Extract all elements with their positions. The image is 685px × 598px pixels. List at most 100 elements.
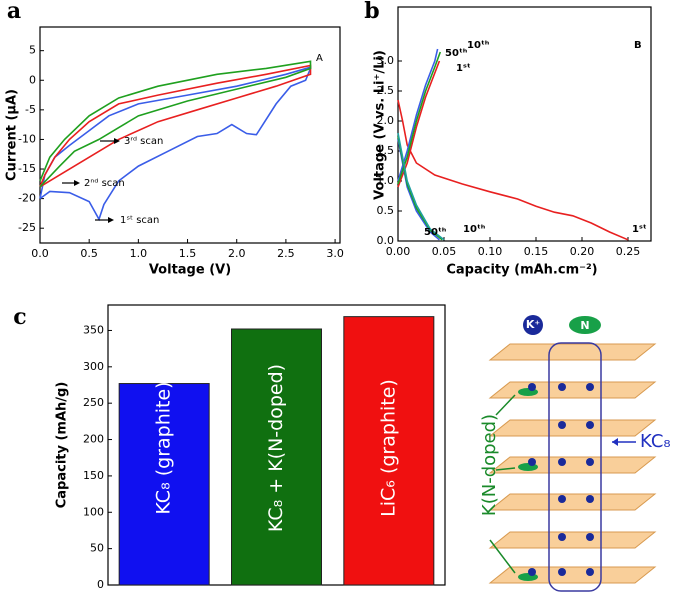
- graphene-sheet: [488, 531, 657, 549]
- bar: [118, 383, 210, 586]
- y-tick-label: 350: [83, 323, 104, 336]
- data-line: [397, 60, 441, 188]
- x-tick-label: 1.0: [130, 247, 148, 260]
- ion-label: K⁺: [526, 318, 541, 331]
- annotation: 1ˢᵗ: [456, 63, 471, 74]
- y-tick-label: 100: [83, 505, 104, 518]
- arrow-head: [612, 438, 618, 446]
- y-tick-label: 150: [83, 469, 104, 482]
- potassium-atom: [586, 568, 594, 576]
- potassium-atom: [558, 533, 566, 541]
- y-axis-title: Voltage (V vs. Li⁺/Li): [373, 50, 388, 200]
- intercalation-box: [548, 342, 602, 592]
- y-tick-label: 1.0: [377, 174, 395, 187]
- x-axis-title: Voltage (V): [149, 263, 231, 278]
- y-tick-label: 200: [83, 433, 104, 446]
- bar-label: LiC₆ (graphite): [377, 379, 399, 517]
- annotation: 1ˢᵗ: [632, 224, 647, 235]
- y-tick-label: -15: [18, 162, 36, 175]
- bar-label: KC₈ + K(N-doped): [265, 364, 287, 532]
- x-tick-label: 2.5: [277, 247, 295, 260]
- annotation: 50ᵗʰ: [424, 227, 447, 238]
- annotation: 10ᵗʰ: [467, 40, 490, 51]
- plot-frame: [397, 6, 652, 242]
- y-tick-label: 0: [97, 578, 104, 591]
- y-tick-label: 5: [29, 44, 36, 57]
- y-tick-label: 0: [29, 73, 36, 86]
- annotation: 1ˢᵗ scan: [120, 215, 159, 226]
- annotation: 10ᵗʰ: [463, 224, 486, 235]
- intercalated-label: KC₈: [640, 431, 671, 452]
- panel-label: a: [7, 0, 21, 24]
- x-tick-label: 0.00: [386, 245, 411, 258]
- bar: [231, 328, 322, 586]
- graphene-sheet: [488, 343, 657, 361]
- potassium-atom: [558, 495, 566, 503]
- panel-label: b: [364, 0, 379, 24]
- potassium-atom: [528, 383, 536, 391]
- potassium-atom: [528, 458, 536, 466]
- x-tick-label: 0.20: [570, 245, 595, 258]
- x-tick-label: 3.0: [326, 247, 344, 260]
- y-tick-label: 50: [90, 542, 104, 555]
- x-tick-label: 0.05: [432, 245, 457, 258]
- data-line: [397, 132, 445, 241]
- arrow: [495, 394, 516, 416]
- data-line: [39, 66, 312, 222]
- potassium-atom: [586, 458, 594, 466]
- annotation: B: [634, 40, 642, 51]
- arrow: [489, 539, 516, 574]
- bar: [343, 316, 435, 586]
- y-axis-title: Capacity (mAh/g): [55, 382, 70, 509]
- plot-frame: [39, 26, 341, 244]
- graphene-sheet: [488, 566, 657, 584]
- potassium-atom: [558, 383, 566, 391]
- y-tick-label: 2.0: [377, 114, 395, 127]
- x-tick-label: 0.10: [478, 245, 503, 258]
- potassium-atom: [558, 458, 566, 466]
- graphene-sheet: [488, 456, 657, 474]
- annotation: 2ⁿᵈ scan: [84, 178, 125, 189]
- potassium-atom: [586, 495, 594, 503]
- dopant-icon: [569, 316, 601, 334]
- y-tick-label: 300: [83, 360, 104, 373]
- y-axis-title: Current (μA): [5, 89, 20, 181]
- x-tick-label: 0.15: [524, 245, 549, 258]
- y-tick-label: 250: [83, 396, 104, 409]
- y-tick-label: 1.5: [377, 144, 395, 157]
- y-tick-label: -20: [18, 192, 36, 205]
- annotation: A: [316, 53, 323, 64]
- x-tick-label: 0.0: [31, 247, 49, 260]
- dopant-label: N: [580, 319, 589, 332]
- x-axis-title: Capacity (mAh.cm⁻²): [446, 263, 597, 278]
- arrow-head: [108, 217, 114, 223]
- data-line: [397, 48, 439, 182]
- y-tick-label: -25: [18, 221, 36, 234]
- data-line: [39, 60, 312, 188]
- potassium-atom: [586, 383, 594, 391]
- doped-label: K(N-doped): [479, 414, 500, 516]
- bar-label: KC₈ (graphite): [153, 381, 175, 514]
- potassium-atom: [586, 533, 594, 541]
- arrow-head: [74, 180, 80, 186]
- panel-label: c: [13, 304, 26, 330]
- x-tick-label: 0.25: [616, 245, 641, 258]
- x-tick-label: 0.5: [80, 247, 98, 260]
- y-tick-label: 2.5: [377, 84, 395, 97]
- y-tick-label: 0.5: [377, 204, 395, 217]
- annotation: 3ʳᵈ scan: [124, 136, 163, 147]
- graphene-sheet: [488, 493, 657, 511]
- y-tick-label: -10: [18, 132, 36, 145]
- ion-icon: [523, 315, 543, 335]
- potassium-atom: [528, 568, 536, 576]
- x-tick-label: 1.5: [179, 247, 197, 260]
- arrow: [495, 467, 516, 471]
- potassium-atom: [558, 568, 566, 576]
- data-line: [397, 51, 442, 185]
- annotation: 50ᵗʰ: [445, 48, 468, 59]
- y-tick-label: -5: [25, 103, 36, 116]
- potassium-atom: [558, 421, 566, 429]
- x-tick-label: 2.0: [228, 247, 246, 260]
- schematic: K⁺ N K(N-doped) KC₈: [479, 315, 671, 592]
